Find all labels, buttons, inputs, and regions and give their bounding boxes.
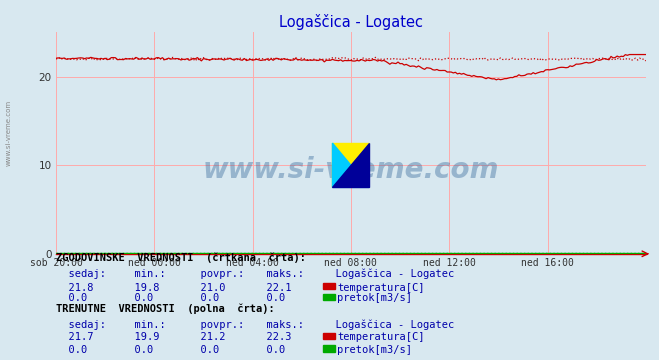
Text: 19.8: 19.8 [122, 283, 159, 293]
Text: maks.:: maks.: [254, 269, 304, 279]
Text: www.si-vreme.com: www.si-vreme.com [203, 156, 499, 184]
Polygon shape [333, 143, 369, 187]
Text: 0.0: 0.0 [254, 345, 285, 355]
Text: min.:: min.: [122, 269, 165, 279]
Text: pretok[m3/s]: pretok[m3/s] [337, 345, 413, 355]
Polygon shape [333, 143, 369, 187]
Text: ZGODOVINSKE  VREDNOSTI  (črtkana  črta):: ZGODOVINSKE VREDNOSTI (črtkana črta): [56, 252, 306, 263]
Polygon shape [333, 143, 369, 187]
Text: temperatura[C]: temperatura[C] [337, 332, 425, 342]
Text: 21.7: 21.7 [56, 332, 94, 342]
Text: 0.0: 0.0 [122, 345, 153, 355]
Text: 22.1: 22.1 [254, 283, 291, 293]
Text: temperatura[C]: temperatura[C] [337, 283, 425, 293]
Text: Logaščica - Logatec: Logaščica - Logatec [323, 319, 454, 330]
Text: povpr.:: povpr.: [188, 269, 244, 279]
Text: 21.8: 21.8 [56, 283, 94, 293]
Text: www.si-vreme.com: www.si-vreme.com [5, 100, 11, 166]
Text: TRENUTNE  VREDNOSTI  (polna  črta):: TRENUTNE VREDNOSTI (polna črta): [56, 303, 275, 314]
Text: 21.2: 21.2 [188, 332, 225, 342]
Text: sedaj:: sedaj: [56, 269, 106, 279]
Title: Logaščica - Logatec: Logaščica - Logatec [279, 14, 423, 30]
Text: maks.:: maks.: [254, 320, 304, 330]
Text: Logaščica - Logatec: Logaščica - Logatec [323, 269, 454, 279]
Text: 0.0: 0.0 [254, 293, 285, 303]
Text: 0.0: 0.0 [122, 293, 153, 303]
Text: 19.9: 19.9 [122, 332, 159, 342]
Text: 21.0: 21.0 [188, 283, 225, 293]
Text: povpr.:: povpr.: [188, 320, 244, 330]
Text: 22.3: 22.3 [254, 332, 291, 342]
Text: 0.0: 0.0 [188, 293, 219, 303]
Text: 0.0: 0.0 [188, 345, 219, 355]
Text: 0.0: 0.0 [56, 345, 87, 355]
Text: sedaj:: sedaj: [56, 320, 106, 330]
Text: min.:: min.: [122, 320, 165, 330]
Text: pretok[m3/s]: pretok[m3/s] [337, 293, 413, 303]
Text: 0.0: 0.0 [56, 293, 87, 303]
